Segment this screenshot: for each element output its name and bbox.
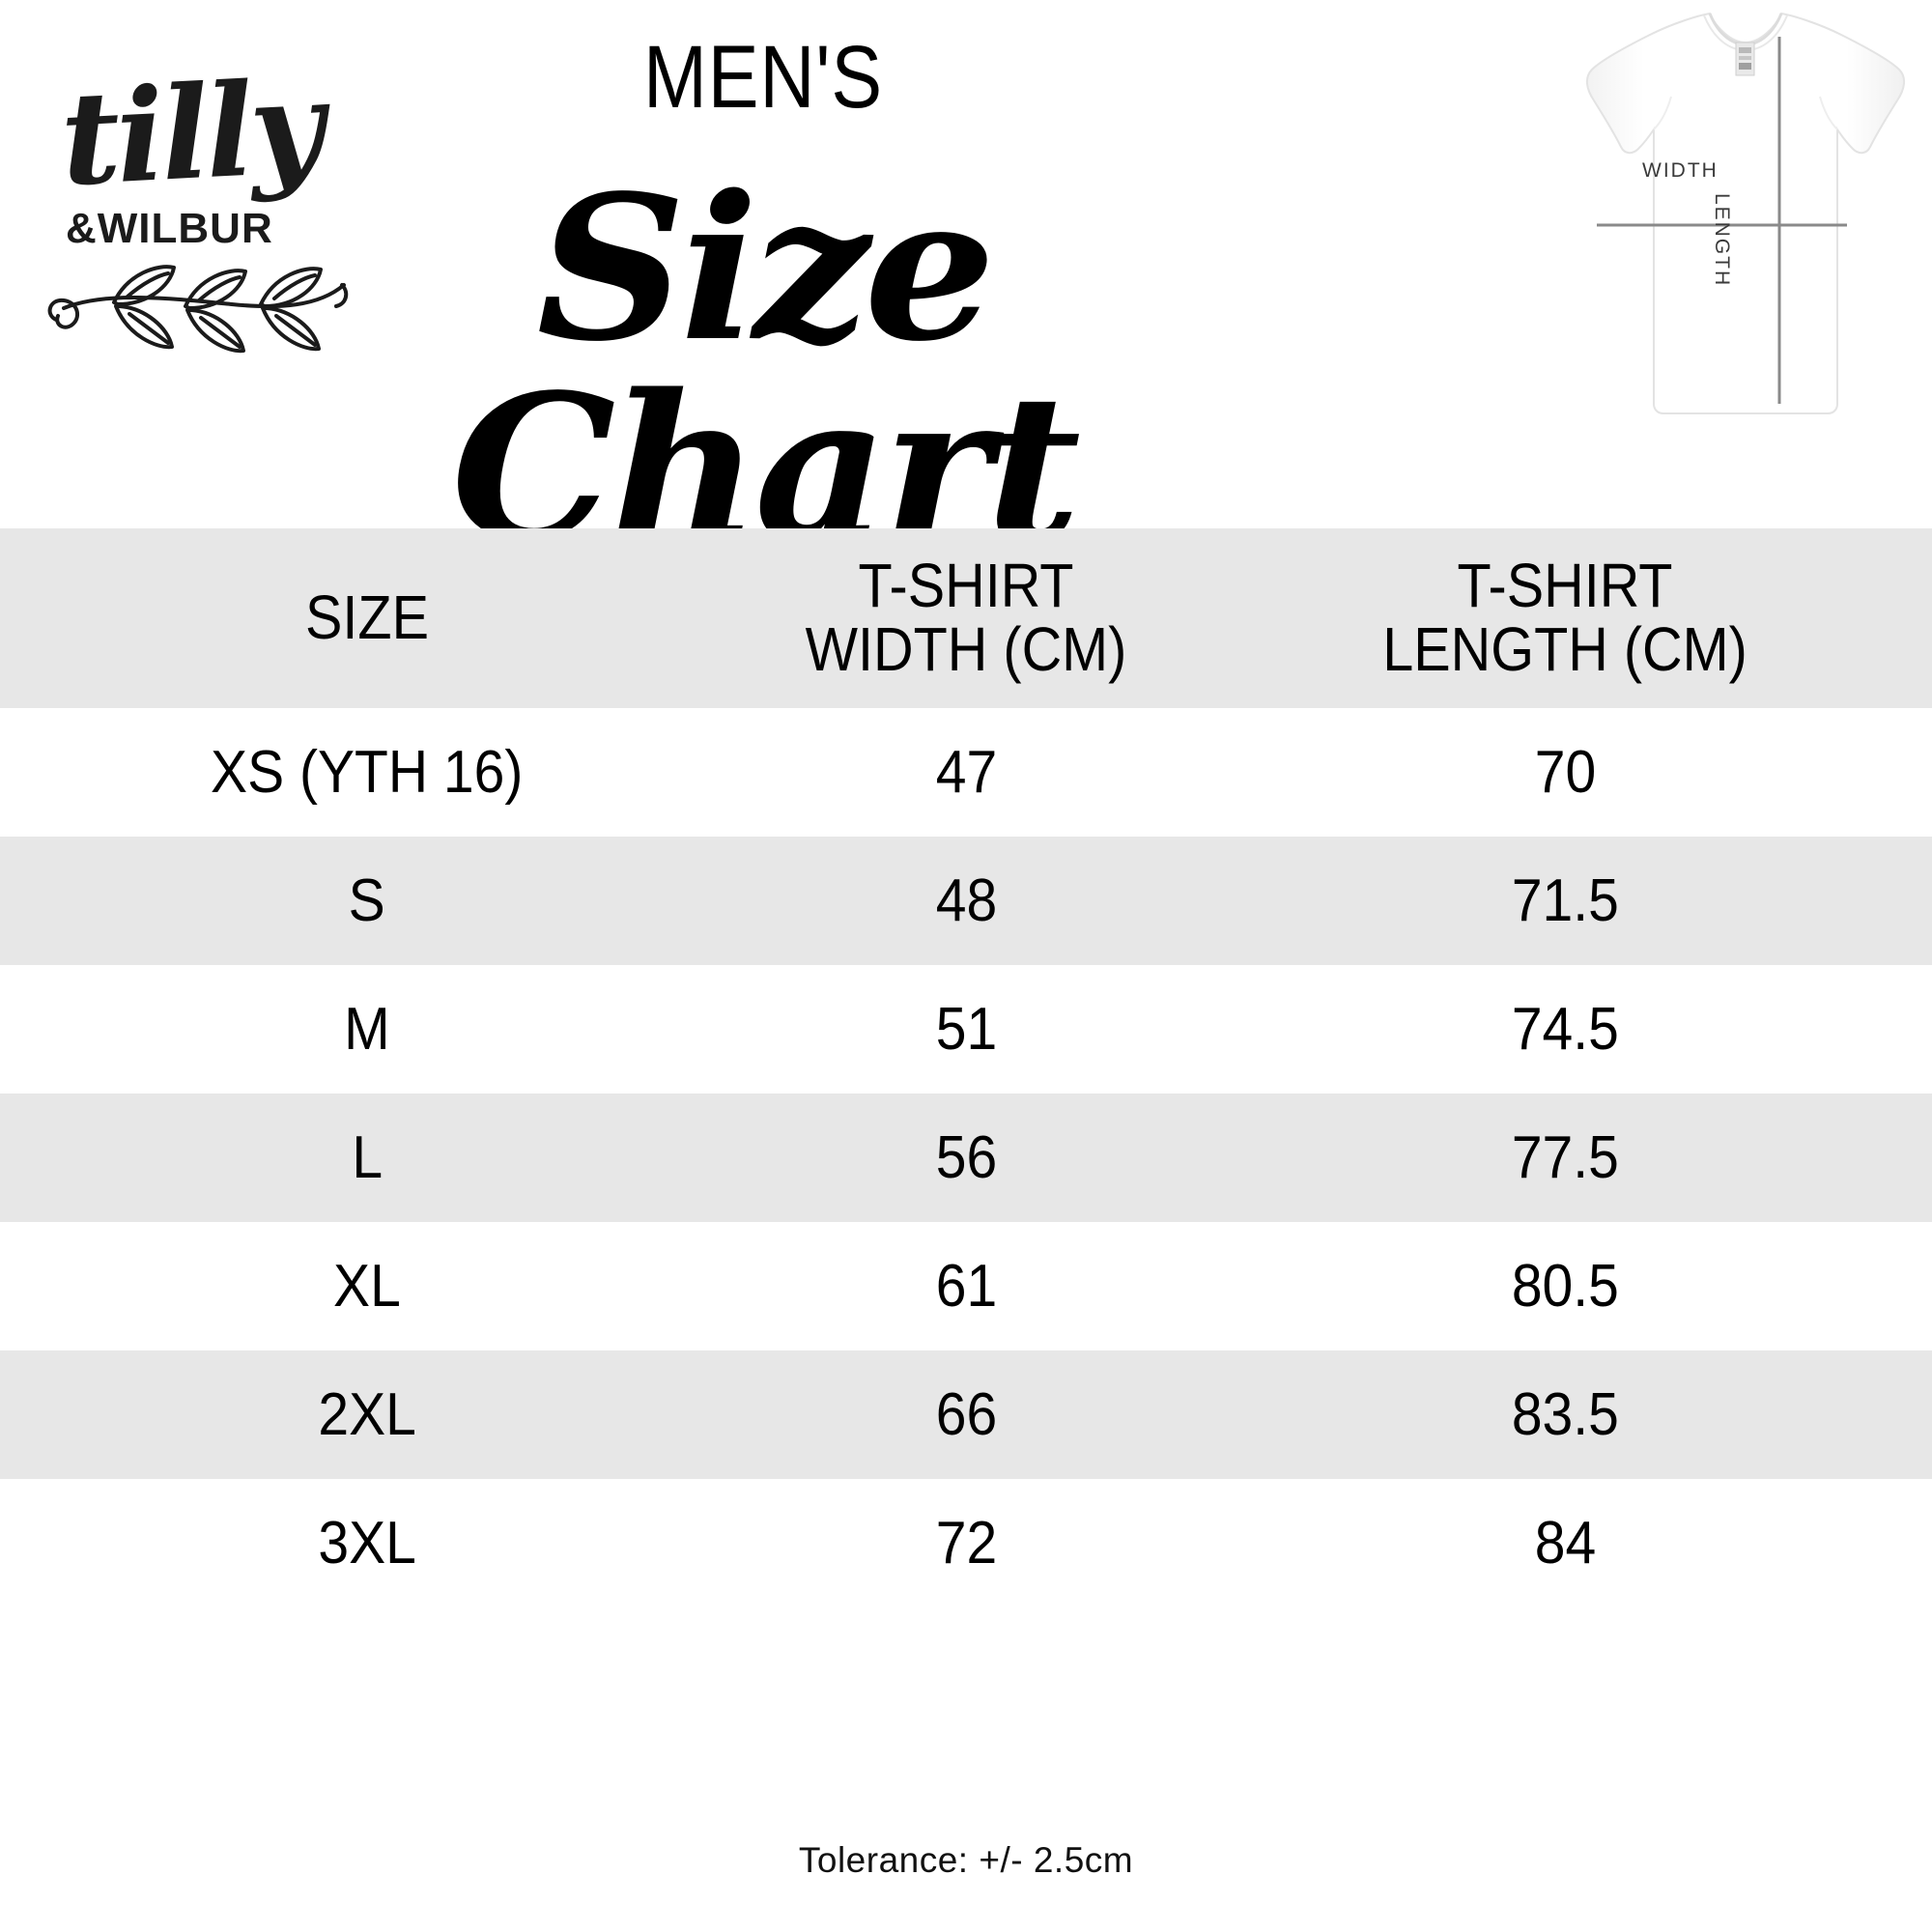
size-chart-table: SIZE T-SHIRT WIDTH (CM) T-SHIRT LENGTH (… — [0, 528, 1932, 1607]
cell-length: 84 — [1534, 1509, 1596, 1577]
category-title: MEN'S — [642, 28, 884, 127]
cell-length: 77.5 — [1511, 1123, 1619, 1191]
tshirt-diagram: WIDTH LENGTH — [1557, 0, 1932, 425]
cell-length: 70 — [1534, 738, 1596, 806]
cell-length: 83.5 — [1511, 1380, 1619, 1448]
cell-size: M — [344, 995, 390, 1063]
cell-size: 2XL — [318, 1380, 416, 1448]
table-body: XS (YTH 16) 47 70 S 48 71.5 M 51 74.5 L … — [0, 708, 1932, 1607]
column-header-length-line1: T-SHIRT — [1457, 551, 1673, 621]
column-header-width-line1: T-SHIRT — [858, 551, 1074, 621]
cell-length: 80.5 — [1511, 1252, 1619, 1320]
cell-size: XL — [333, 1252, 401, 1320]
column-header-width: T-SHIRT WIDTH (CM) — [757, 528, 1175, 708]
cell-size: S — [348, 867, 386, 934]
column-header-size-label: SIZE — [304, 582, 430, 653]
cell-width: 47 — [935, 738, 997, 806]
table-row: 2XL 66 83.5 — [0, 1350, 1932, 1479]
cell-size: XS (YTH 16) — [211, 738, 524, 806]
cell-length: 71.5 — [1511, 867, 1619, 934]
cell-width: 66 — [935, 1380, 997, 1448]
table-row: M 51 74.5 — [0, 965, 1932, 1094]
cell-width: 72 — [935, 1509, 997, 1577]
tshirt-length-label: LENGTH — [1711, 193, 1733, 288]
cell-size: L — [352, 1123, 383, 1191]
brand-name-sub: &WILBUR — [66, 205, 273, 252]
table-header-row: SIZE T-SHIRT WIDTH (CM) T-SHIRT LENGTH (… — [0, 528, 1932, 708]
brand-logo: tilly &WILBUR — [39, 52, 357, 415]
leaf-branch-icon — [39, 256, 357, 372]
column-header-size: SIZE — [37, 528, 697, 708]
cell-width: 51 — [935, 995, 997, 1063]
tolerance-note: Tolerance: +/- 2.5cm — [798, 1840, 1134, 1880]
table-row: XS (YTH 16) 47 70 — [0, 708, 1932, 837]
cell-length: 74.5 — [1511, 995, 1619, 1063]
cell-size: 3XL — [318, 1509, 416, 1577]
tshirt-width-label: WIDTH — [1642, 159, 1719, 182]
column-header-length: T-SHIRT LENGTH (CM) — [1235, 528, 1895, 708]
cell-width: 56 — [935, 1123, 997, 1191]
tshirt-icon — [1586, 12, 1905, 414]
table-row: 3XL 72 84 — [0, 1479, 1932, 1607]
table-row: L 56 77.5 — [0, 1094, 1932, 1222]
page-header: tilly &WILBUR — [0, 0, 1932, 567]
page-title: Size Chart — [451, 152, 1081, 584]
cell-width: 61 — [935, 1252, 997, 1320]
table-row: S 48 71.5 — [0, 837, 1932, 965]
column-header-width-line2: WIDTH (CM) — [805, 614, 1127, 684]
column-header-length-line2: LENGTH (CM) — [1382, 614, 1747, 684]
cell-width: 48 — [935, 867, 997, 934]
table-row: XL 61 80.5 — [0, 1222, 1932, 1350]
